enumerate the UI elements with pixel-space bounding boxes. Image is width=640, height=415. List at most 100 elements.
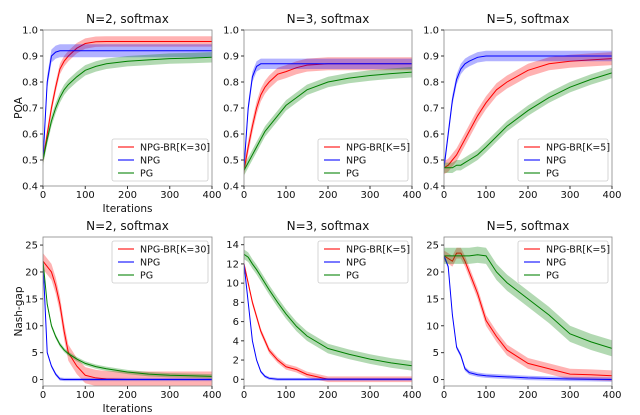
- y-tick-label: 0: [433, 375, 439, 386]
- series-line-1: [43, 50, 212, 161]
- series-line-1: [43, 261, 212, 381]
- series-line-1: [244, 263, 412, 380]
- legend: NPG-BR[K=30] NPG PG: [111, 138, 210, 182]
- y-tick-label: 0: [32, 375, 38, 386]
- y-axis-label: POA: [13, 96, 25, 118]
- subplot-5: N=3, softmax 0 100 200 300 400 0 2 4 6 8 10 12 14 NPG-…: [226, 219, 421, 401]
- y-tick-label: 0.7: [22, 104, 38, 115]
- series-line-1: [444, 55, 612, 168]
- series-line-0: [444, 252, 612, 377]
- x-tick-label: 400: [402, 190, 421, 201]
- x-tick-label: 0: [241, 190, 247, 201]
- subplot-title: N=5, softmax: [487, 12, 570, 26]
- y-tick-label: 0.5: [423, 156, 439, 167]
- series-line-2: [444, 254, 612, 349]
- x-tick-label: 100: [76, 190, 95, 201]
- y-tick-label: 4: [233, 336, 239, 347]
- x-tick-label: 200: [118, 390, 137, 401]
- confidence-band-0: [244, 57, 412, 177]
- subplot-4: N=2, softmax 0 100 200 300 400 0 5 10 15 20 25 Itera…: [13, 219, 222, 415]
- y-tick-label: 14: [226, 240, 239, 251]
- y-tick-label: 0.4: [423, 182, 439, 193]
- confidence-band-2: [444, 246, 612, 357]
- legend-entry: PG: [546, 169, 559, 180]
- plot-area: [244, 249, 412, 383]
- plot-area: [244, 57, 412, 177]
- x-tick-label: 300: [560, 390, 579, 401]
- y-tick-label: 8: [233, 298, 239, 309]
- y-tick-label: 0.9: [423, 52, 439, 63]
- y-tick-label: 0: [233, 375, 239, 386]
- subplot-title: N=3, softmax: [287, 219, 370, 233]
- plot-area: [43, 253, 212, 386]
- legend-entry: NPG: [346, 258, 366, 269]
- legend: NPG-BR[K=5] NPG PG: [317, 240, 410, 284]
- x-tick-label: 0: [40, 190, 46, 201]
- y-tick-label: 10: [25, 321, 38, 332]
- x-tick-label: 200: [518, 390, 537, 401]
- series-line-0: [444, 58, 612, 169]
- confidence-band-2: [244, 66, 412, 176]
- legend-entry: NPG-BR[K=30]: [140, 245, 210, 256]
- y-tick-label: 25: [426, 241, 439, 252]
- y-tick-label: 0.6: [423, 130, 439, 141]
- legend-entry: NPG-BR[K=30]: [140, 143, 210, 154]
- confidence-band-0: [444, 52, 612, 175]
- y-tick-label: 2: [233, 356, 239, 367]
- y-tick-label: 15: [25, 294, 38, 305]
- y-tick-label: 0.5: [22, 156, 38, 167]
- x-tick-label: 0: [441, 390, 447, 401]
- x-tick-label: 400: [402, 390, 421, 401]
- y-tick-label: 25: [25, 241, 38, 252]
- series-line-2: [244, 253, 412, 367]
- legend-entry: NPG: [346, 156, 366, 167]
- y-tick-label: 0.9: [223, 52, 239, 63]
- confidence-band-1: [43, 44, 212, 167]
- y-tick-label: 10: [226, 279, 239, 290]
- series-line-2: [43, 261, 212, 377]
- series-line-2: [244, 71, 412, 171]
- y-tick-label: 6: [233, 317, 239, 328]
- x-tick-label: 300: [360, 390, 379, 401]
- x-tick-label: 400: [602, 190, 621, 201]
- x-tick-label: 400: [202, 390, 221, 401]
- series-line-2: [43, 56, 212, 161]
- x-axis-label: Iterations: [102, 203, 152, 215]
- y-tick-label: 10: [426, 321, 439, 332]
- y-tick-label: 1.0: [423, 26, 439, 37]
- y-tick-label: 0.6: [223, 130, 239, 141]
- series-line-1: [244, 63, 412, 168]
- x-tick-label: 100: [276, 190, 295, 201]
- x-tick-label: 300: [160, 390, 179, 401]
- x-tick-label: 200: [318, 390, 337, 401]
- x-tick-label: 300: [560, 190, 579, 201]
- x-tick-label: 100: [476, 190, 495, 201]
- x-tick-label: 300: [160, 190, 179, 201]
- y-tick-label: 20: [426, 267, 439, 278]
- subplot-3: N=5, softmax 0 100 200 300 400 0.4 0.5 0.6 0.7 0.8…: [423, 12, 621, 201]
- legend-entry: PG: [546, 271, 559, 282]
- y-tick-label: 5: [32, 348, 38, 359]
- legend-entry: NPG: [546, 258, 566, 269]
- legend: NPG-BR[K=30] NPG PG: [111, 240, 210, 284]
- x-tick-label: 0: [241, 390, 247, 401]
- subplot-title: N=5, softmax: [487, 219, 570, 233]
- x-tick-label: 300: [360, 190, 379, 201]
- y-tick-label: 0.5: [223, 156, 239, 167]
- legend-entry: PG: [140, 169, 153, 180]
- legend: NPG-BR[K=5] NPG PG: [517, 138, 610, 182]
- confidence-band-0: [43, 253, 212, 386]
- y-tick-label: 1.0: [22, 26, 38, 37]
- plot-area: [444, 50, 612, 175]
- series-line-1: [444, 255, 612, 381]
- x-tick-label: 200: [318, 190, 337, 201]
- subplot-title: N=2, softmax: [86, 12, 169, 26]
- x-tick-label: 100: [276, 390, 295, 401]
- x-tick-label: 400: [202, 190, 221, 201]
- series-line-2: [444, 72, 612, 169]
- legend-entry: NPG: [140, 156, 160, 167]
- y-tick-label: 12: [226, 259, 239, 270]
- subplot-title: N=3, softmax: [287, 12, 370, 26]
- legend: NPG-BR[K=5] NPG PG: [317, 138, 410, 182]
